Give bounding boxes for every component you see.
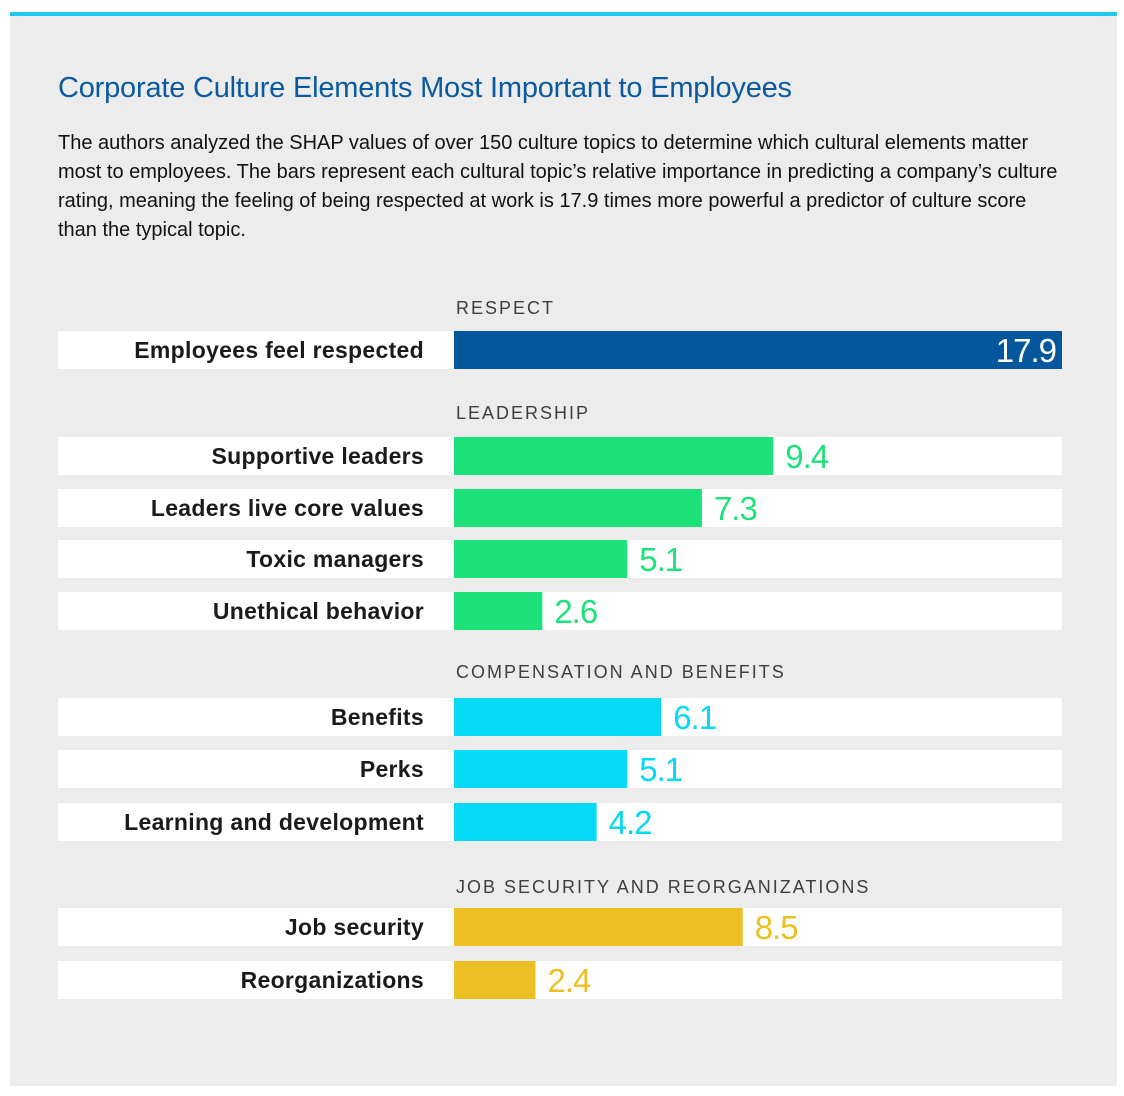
- bar-group-3: JOB SECURITY AND REORGANIZATIONS Job secu…: [58, 877, 1062, 999]
- value-label: 8.5: [755, 909, 798, 946]
- chart-title: Corporate Culture Elements Most Importan…: [58, 72, 792, 104]
- value-label: 2.4: [548, 962, 592, 999]
- category-label: Unethical behavior: [213, 598, 424, 624]
- bar: [454, 592, 543, 630]
- chart-subtitle: The authors analyzed the SHAP values of …: [58, 132, 1058, 241]
- bar: [454, 489, 702, 527]
- bar-group-0: RESPECT Employees feel respected 17.9: [58, 298, 1062, 369]
- value-label: 2.6: [554, 593, 597, 630]
- bar: [454, 961, 536, 999]
- value-label: 5.1: [639, 751, 682, 788]
- bar: [454, 540, 628, 578]
- bar: [454, 803, 597, 841]
- category-label: Supportive leaders: [212, 443, 424, 469]
- category-label: Reorganizations: [241, 967, 424, 993]
- bar-group-1: LEADERSHIP Supportive leaders 9.4 Leaders l…: [58, 403, 1062, 630]
- section-label: LEADERSHIP: [456, 403, 590, 423]
- bar: [454, 331, 1062, 369]
- value-label: 17.9: [996, 332, 1056, 369]
- category-label: Toxic managers: [246, 546, 424, 572]
- bar: [454, 698, 662, 736]
- category-label: Benefits: [331, 704, 424, 730]
- bar: [454, 437, 774, 475]
- row-background: [58, 592, 1062, 630]
- section-label: JOB SECURITY AND REORGANIZATIONS: [456, 877, 870, 897]
- bar: [454, 908, 743, 946]
- value-label: 7.3: [714, 490, 757, 527]
- value-label: 9.4: [785, 438, 829, 475]
- category-label: Learning and development: [124, 809, 424, 835]
- bar-group-2: COMPENSATION AND BENEFITS Benefits 6.1 Perk…: [58, 662, 1062, 841]
- value-label: 6.1: [673, 699, 716, 736]
- bar: [454, 750, 628, 788]
- value-label: 5.1: [639, 541, 682, 578]
- section-label: RESPECT: [456, 298, 555, 318]
- category-label: Employees feel respected: [134, 337, 424, 363]
- section-label: COMPENSATION AND BENEFITS: [456, 662, 786, 682]
- category-label: Leaders live core values: [151, 495, 424, 521]
- category-label: Job security: [285, 914, 424, 940]
- row-background: [58, 961, 1062, 999]
- category-label: Perks: [360, 756, 424, 782]
- value-label: 4.2: [609, 804, 652, 841]
